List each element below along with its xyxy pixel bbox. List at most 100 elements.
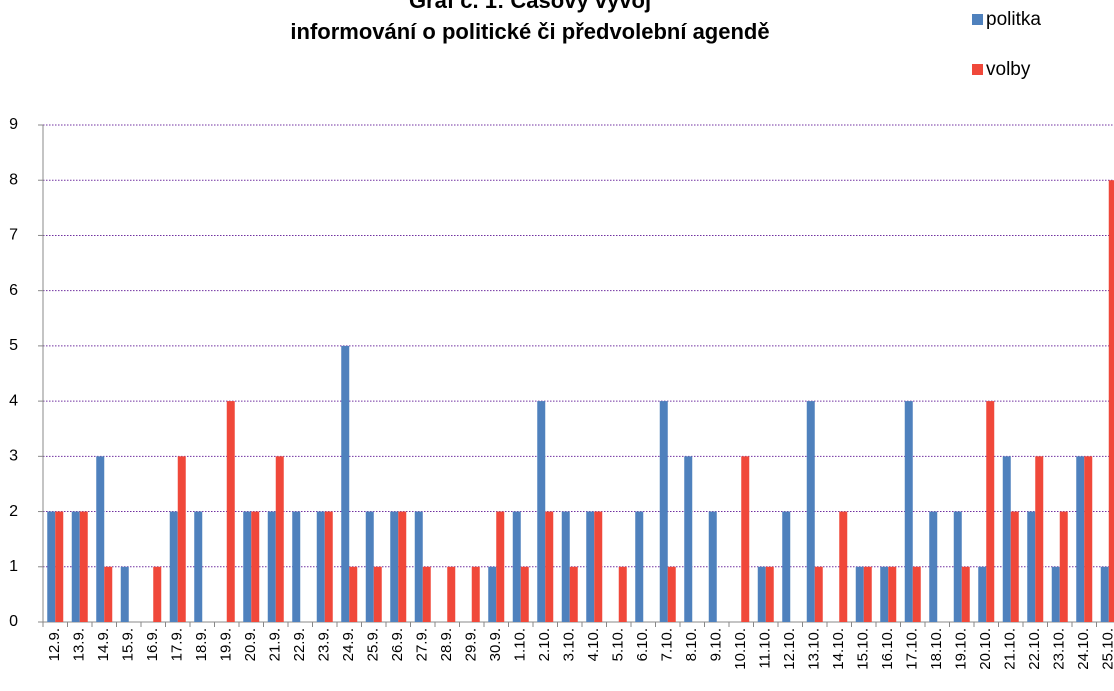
bar — [880, 566, 889, 622]
x-tick-label: 24.9. — [340, 628, 357, 661]
legend-swatch — [972, 14, 983, 25]
bar — [814, 566, 823, 622]
bar — [1027, 511, 1036, 622]
x-tick-label: 4.10. — [585, 628, 602, 661]
x-tick-label: 25.10. — [1100, 628, 1114, 670]
bar — [55, 511, 64, 622]
bar — [561, 511, 570, 622]
bar — [757, 566, 766, 622]
bar — [586, 511, 595, 622]
bar — [373, 566, 382, 622]
bar — [194, 511, 203, 622]
x-tick-label: 26.9. — [389, 628, 406, 661]
y-tick-label: 7 — [9, 227, 18, 244]
x-tick-label: 21.9. — [267, 628, 284, 661]
bar — [153, 566, 162, 622]
x-tick-label: 23.9. — [316, 628, 333, 661]
bar — [1100, 566, 1109, 622]
x-tick-label: 12.9. — [46, 628, 63, 661]
x-tick-label: 14.10. — [830, 628, 847, 670]
legend-label: volby — [986, 59, 1031, 80]
bar — [177, 456, 186, 622]
bar — [292, 511, 301, 622]
x-tick-label: 2.10. — [536, 628, 553, 661]
x-tick-label: 10.10. — [732, 628, 749, 670]
chart-title: Graf č. 1: Časový vývoj — [409, 0, 651, 13]
y-tick-label: 9 — [9, 116, 18, 133]
x-tick-label: 3.10. — [561, 628, 578, 661]
bar — [365, 511, 374, 622]
x-tick-label: 19.9. — [218, 628, 235, 661]
bar — [120, 566, 129, 622]
y-tick-label: 8 — [9, 171, 18, 188]
bar — [888, 566, 897, 622]
bar — [594, 511, 603, 622]
bar — [422, 566, 431, 622]
bar — [929, 511, 938, 622]
bar — [708, 511, 717, 622]
y-tick-label: 5 — [9, 337, 18, 354]
bar — [659, 401, 668, 622]
legend-swatch — [972, 64, 983, 75]
bar — [1051, 566, 1060, 622]
bar — [96, 456, 105, 622]
bar — [667, 566, 676, 622]
y-tick-label: 0 — [9, 613, 18, 630]
x-tick-label: 22.10. — [1026, 628, 1043, 670]
bar — [618, 566, 627, 622]
bar — [71, 511, 80, 622]
x-tick-label: 17.10. — [904, 628, 921, 670]
x-tick-label: 30.9. — [487, 628, 504, 661]
y-tick-label: 3 — [9, 448, 18, 465]
y-tick-label: 2 — [9, 503, 18, 520]
bar — [267, 511, 276, 622]
bar — [741, 456, 750, 622]
chart-title: informování o politické či předvolební a… — [290, 19, 769, 44]
bar — [349, 566, 358, 622]
bar — [488, 566, 497, 622]
bar — [904, 401, 913, 622]
bar — [471, 566, 480, 622]
x-tick-label: 5.10. — [610, 628, 627, 661]
bar — [1084, 456, 1093, 622]
x-tick-label: 15.10. — [855, 628, 872, 670]
bar — [169, 511, 178, 622]
x-tick-label: 14.9. — [95, 628, 112, 661]
x-tick-label: 17.9. — [169, 628, 186, 661]
bar — [512, 511, 521, 622]
x-tick-label: 9.10. — [708, 628, 725, 661]
bar — [324, 511, 333, 622]
x-tick-label: 13.9. — [71, 628, 88, 661]
bar — [953, 511, 962, 622]
bar — [414, 511, 423, 622]
bar — [1108, 180, 1114, 622]
bar — [79, 511, 88, 622]
bar — [226, 401, 235, 622]
bar — [1010, 511, 1019, 622]
bar — [390, 511, 399, 622]
x-tick-label: 16.10. — [879, 628, 896, 670]
x-tick-label: 29.9. — [463, 628, 480, 661]
x-tick-label: 22.9. — [291, 628, 308, 661]
bar — [569, 566, 578, 622]
bar — [398, 511, 407, 622]
x-tick-label: 1.10. — [512, 628, 529, 661]
bar — [537, 401, 546, 622]
bar — [341, 345, 350, 622]
bar — [806, 401, 815, 622]
x-tick-label: 20.9. — [242, 628, 259, 661]
legend-label: politka — [986, 9, 1041, 30]
bar — [520, 566, 529, 622]
bar — [104, 566, 113, 622]
x-tick-label: 28.9. — [438, 628, 455, 661]
x-tick-label: 21.10. — [1002, 628, 1019, 670]
bar — [765, 566, 774, 622]
x-tick-label: 23.10. — [1051, 628, 1068, 670]
bar — [275, 456, 284, 622]
x-tick-label: 27.9. — [414, 628, 431, 661]
bar — [1059, 511, 1068, 622]
bar — [316, 511, 325, 622]
bar — [782, 511, 791, 622]
x-tick-label: 12.10. — [781, 628, 798, 670]
